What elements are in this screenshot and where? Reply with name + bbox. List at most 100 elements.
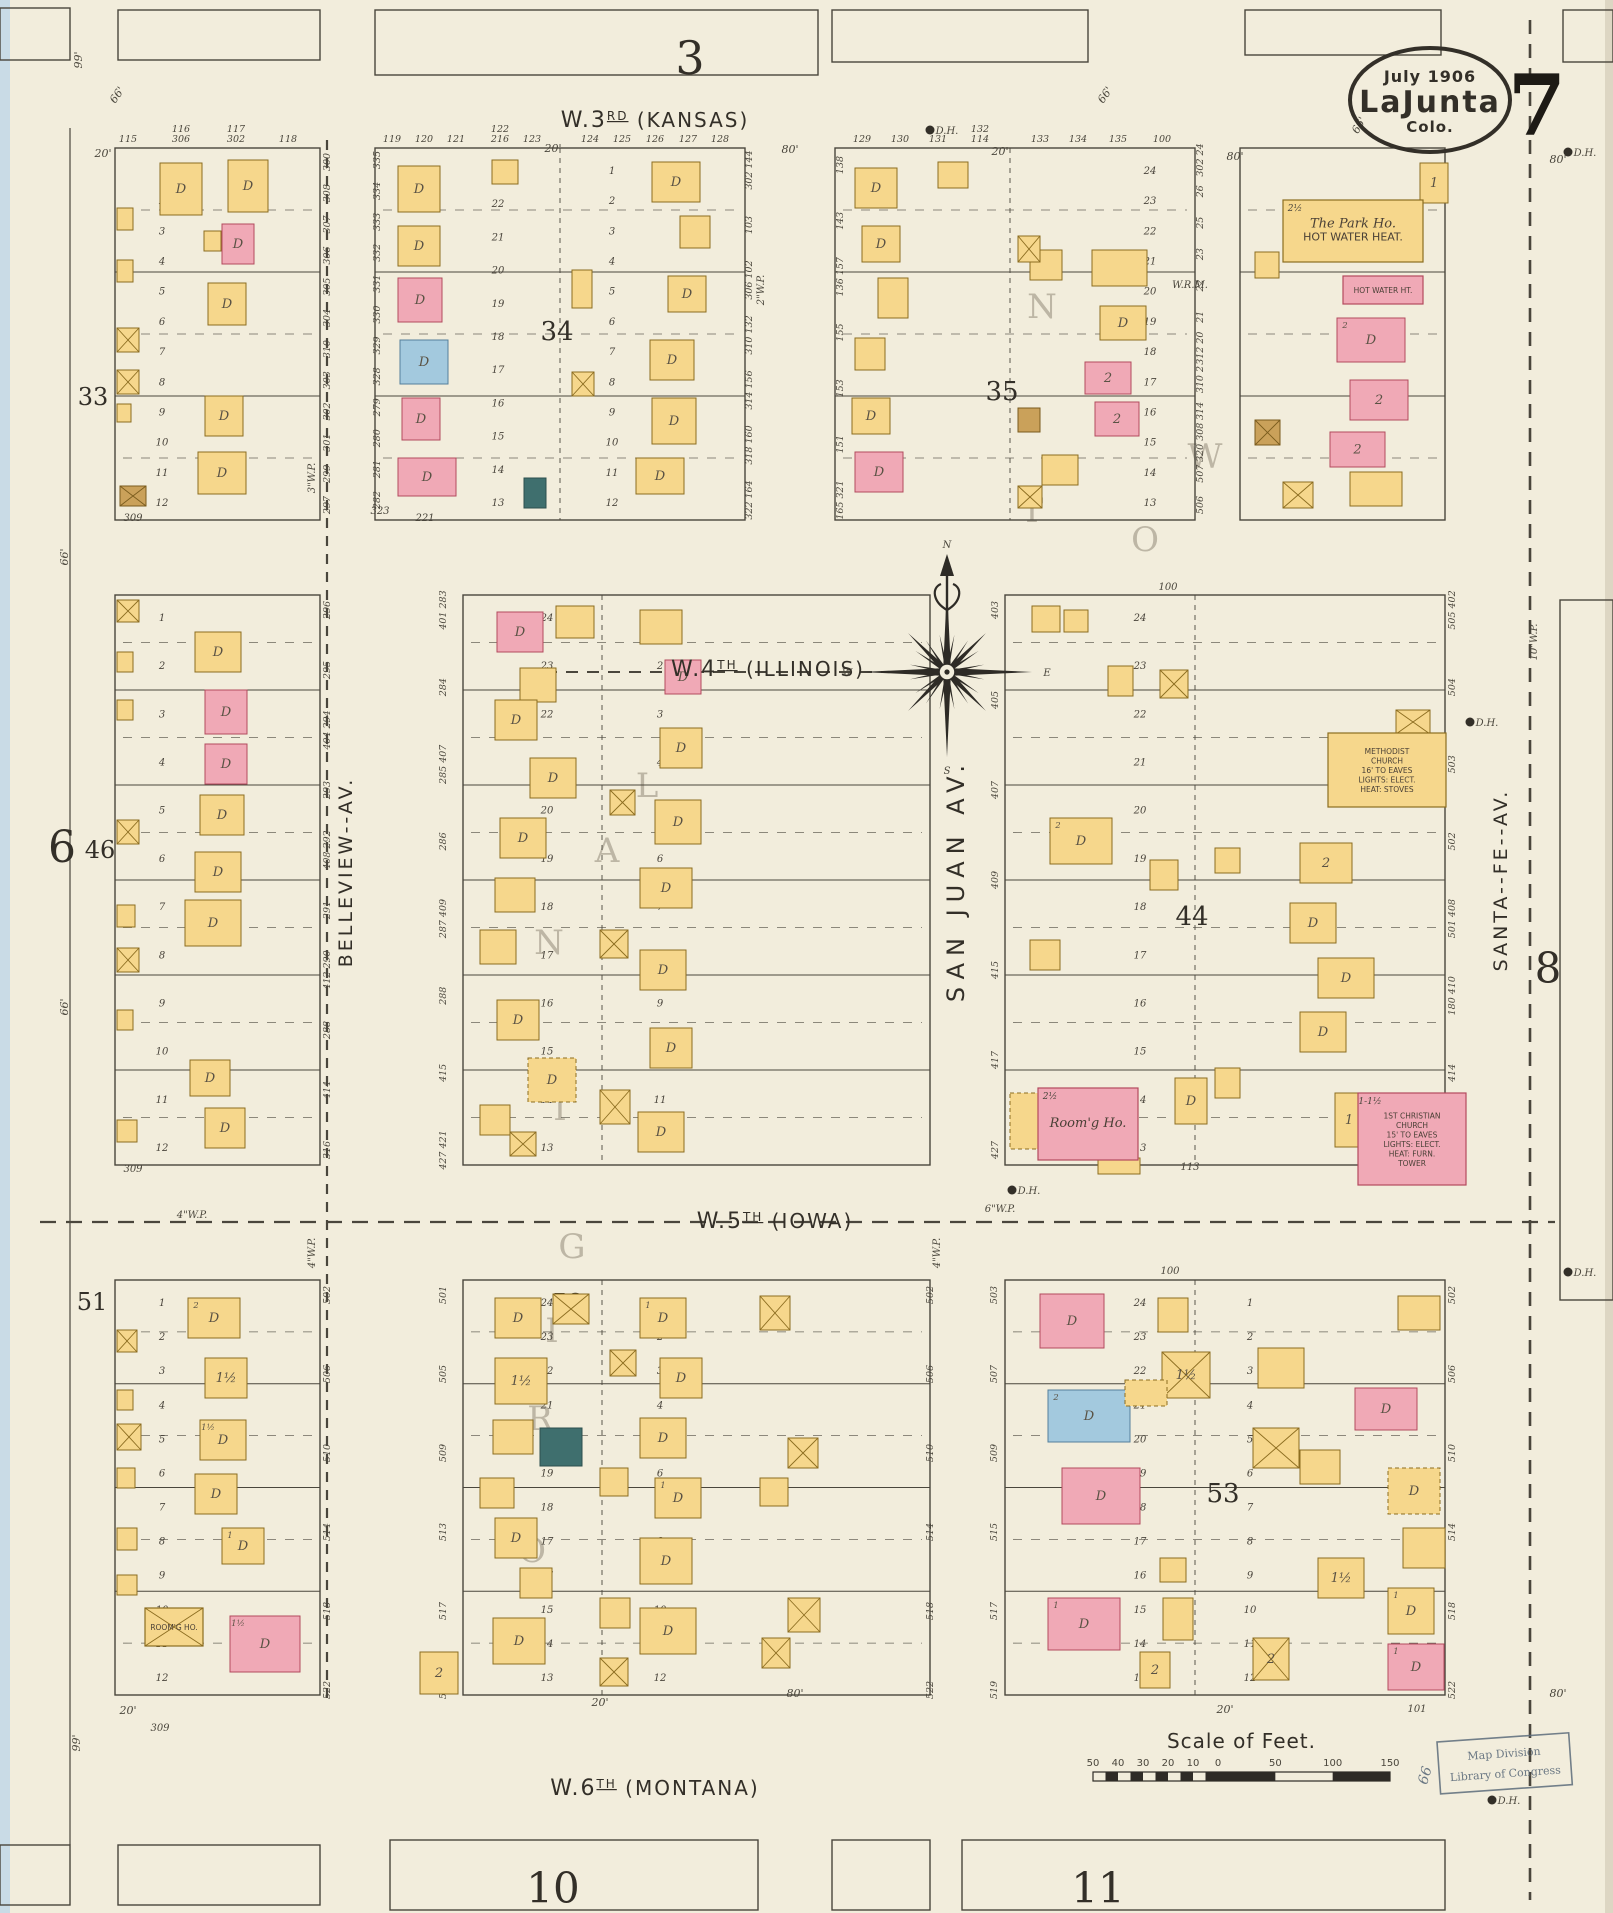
building-x-mark (552, 1293, 590, 1325)
house-number: 502 (925, 1286, 936, 1304)
building-x-mark (599, 1089, 631, 1125)
street-label-horizontal: W.3RD (KANSAS) (561, 108, 750, 133)
adjacent-block (1562, 9, 1613, 63)
water-pipe-label: 3"W.P. (307, 463, 318, 494)
compass-rose-icon: N W E S (842, 540, 1051, 777)
building-label: 1½ (216, 1371, 237, 1386)
building-footprint (492, 1419, 534, 1455)
building-outline (1299, 842, 1353, 884)
building-label: D (217, 1433, 229, 1448)
hydrant-label: D.H. (1573, 148, 1597, 159)
building-footprint (1254, 419, 1281, 446)
lot-number: 12 (156, 498, 169, 509)
building-footprint: D (1299, 1011, 1347, 1053)
building-x-mark (599, 929, 629, 959)
building-footprint (1254, 251, 1280, 279)
adjacent-block-outline (117, 9, 321, 61)
lot-number: 1 (609, 166, 615, 177)
rooming-house: Room'g Ho. 2½ (1037, 1087, 1139, 1161)
building-label: D (1380, 1402, 1392, 1417)
house-number: 287 409 (438, 899, 449, 939)
lot-number: 6 (159, 1468, 166, 1479)
house-number: 331 (372, 275, 383, 293)
house-number: 329 (372, 336, 383, 354)
building-footprint (1017, 485, 1043, 509)
lot-number: 5 (159, 287, 165, 298)
city-block-33: 1234567891011121151163061173021183003083… (114, 124, 333, 521)
house-number: 310 2 (1195, 366, 1206, 393)
building-label: 1½ (1176, 1368, 1197, 1383)
house-number: 143 (835, 212, 846, 230)
block-number: 44 (1175, 902, 1208, 932)
lot-number: 7 (1247, 1503, 1254, 1514)
lot-number: 23 (540, 1332, 554, 1343)
building-outline (479, 1477, 515, 1509)
house-number: 103 (744, 216, 755, 234)
dimension-label: 80' (1549, 153, 1566, 166)
building-footprint: 1 (1419, 162, 1449, 204)
adjacent-block (0, 1844, 71, 1906)
building-footprint (116, 1527, 138, 1551)
lot-number: 14 (492, 465, 505, 476)
house-number: 506 (1447, 1365, 1458, 1383)
house-number: 314 (1195, 402, 1206, 420)
lot-number: 3 (159, 226, 165, 237)
building-label: D (870, 181, 882, 196)
lot-number: 9 (159, 998, 166, 1009)
building-outline (159, 162, 203, 216)
building-x-mark (116, 1329, 138, 1353)
building-x-mark (509, 1131, 537, 1157)
building-x-mark (1254, 419, 1281, 446)
building-footprint (116, 369, 140, 395)
house-number: 316 (322, 1141, 333, 1159)
house-number: 417 (990, 1050, 1001, 1070)
building-outline (397, 277, 443, 323)
hydrant-dot-icon (1487, 1795, 1497, 1805)
house-number: 307 (322, 214, 333, 233)
house-number: 301 (322, 434, 333, 452)
house-number: 514 (322, 1523, 333, 1541)
building-outline (854, 167, 898, 209)
lot-number: 15 (1144, 438, 1157, 449)
building-label: D (212, 865, 224, 880)
building-story: 1 (645, 1301, 650, 1311)
stamp-number: 66 (1415, 1765, 1435, 1787)
building-label: D (220, 705, 232, 720)
building-footprint (1091, 249, 1148, 287)
building-outline (527, 1057, 577, 1103)
methodist-church-label: HEAT: STOVES (1360, 785, 1414, 794)
building-story: 1½ (201, 1422, 215, 1433)
house-number: 121 (447, 134, 465, 145)
building-story: 2 (1054, 821, 1060, 831)
house-number: 501 (438, 1286, 449, 1304)
lot-number: 2 (608, 196, 615, 207)
building-outline (635, 457, 685, 495)
house-number: 510 (925, 1444, 936, 1462)
building-footprint: D (529, 757, 577, 799)
building-outline (659, 1357, 703, 1399)
building-footprint (1031, 605, 1061, 633)
the-park-hotel-story: 2½ (1287, 203, 1302, 214)
lot-number: 11 (606, 468, 619, 479)
building-outline (1419, 162, 1449, 204)
dimension-label: 99' (72, 51, 85, 68)
building-outline (494, 1297, 542, 1339)
building-label: 2 (1352, 443, 1361, 458)
house-number: 132 (971, 124, 989, 135)
building-x-mark (787, 1437, 819, 1469)
house-number: 124 (581, 134, 599, 145)
building-outline (1329, 431, 1386, 468)
compass-ray (909, 670, 948, 680)
building-outline (116, 1119, 138, 1143)
methodist-church-label: LIGHTS: ELECT. (1358, 776, 1415, 785)
building-footprint: D1 (1387, 1643, 1445, 1691)
building-footprint (1124, 1379, 1168, 1407)
building-footprint: 1½ (204, 1357, 248, 1399)
building-label: D (1408, 1484, 1420, 1499)
lot-number: 24 (540, 1298, 554, 1309)
lot-number: 18 (541, 902, 554, 913)
lot-number: 9 (609, 407, 616, 418)
building-footprint: D (861, 225, 901, 263)
building-footprint (1395, 709, 1431, 735)
